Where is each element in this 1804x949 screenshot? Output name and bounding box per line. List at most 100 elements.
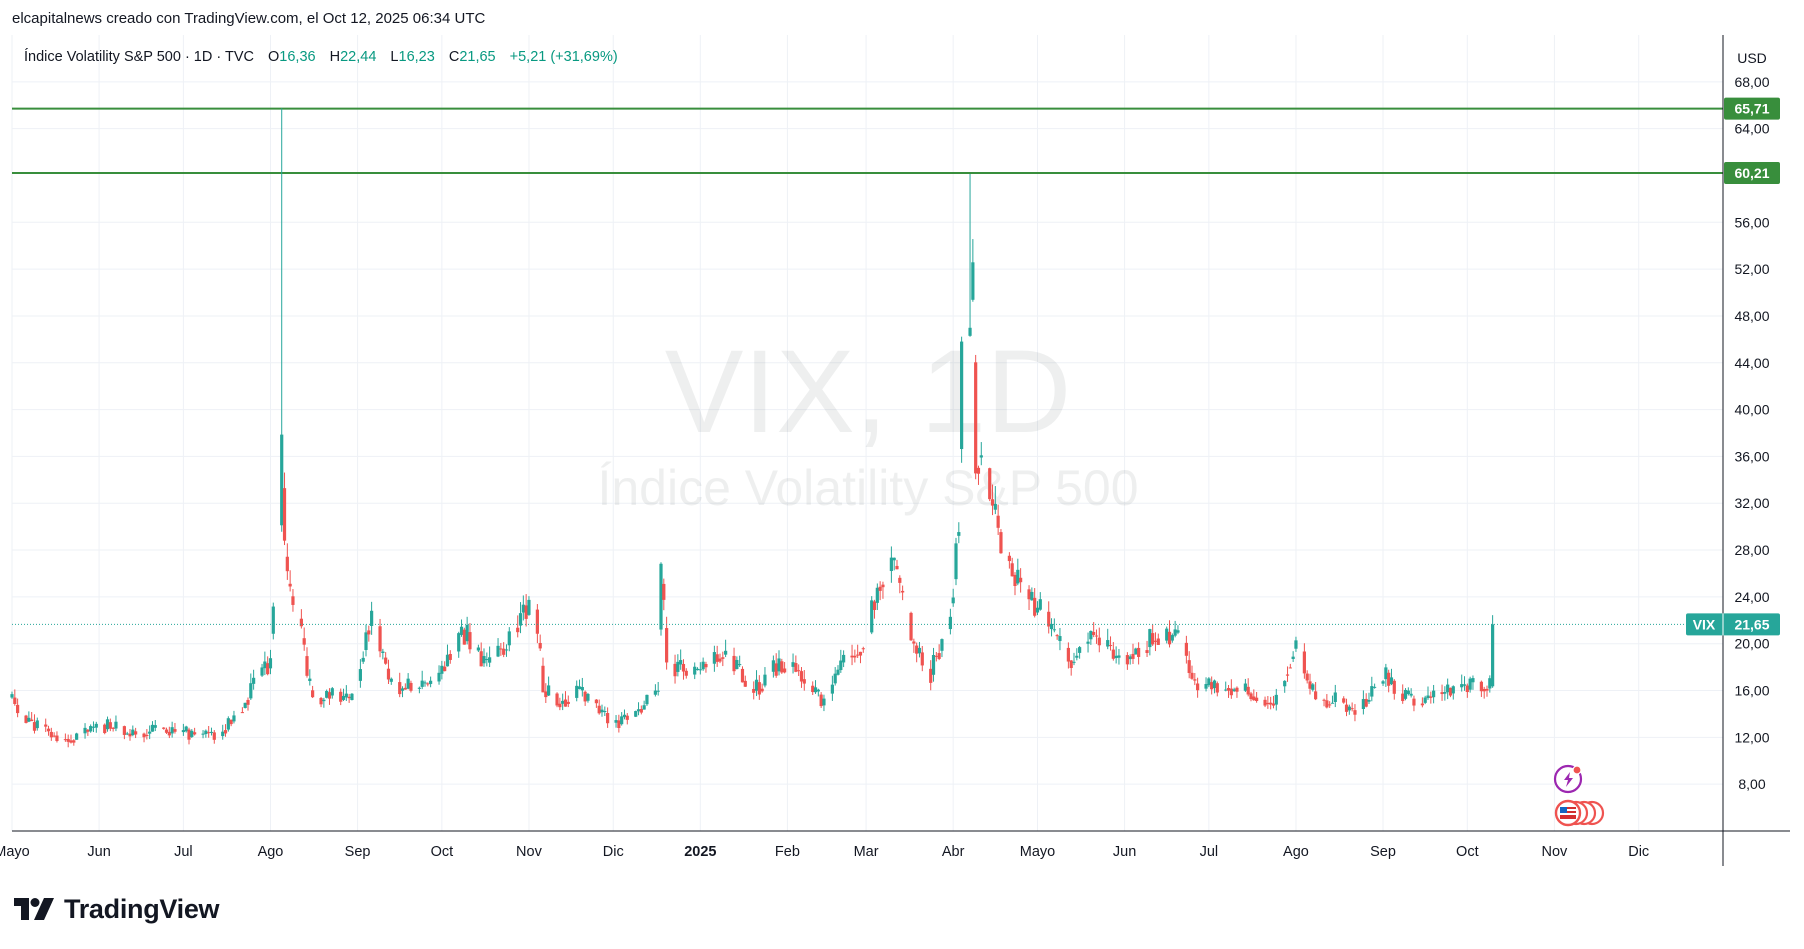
candle-body (344, 693, 348, 698)
candle-body (1075, 655, 1079, 658)
candle-body (443, 666, 447, 672)
candle (111, 726, 115, 732)
candle (1170, 633, 1174, 643)
candle-body (665, 628, 669, 663)
chart-svg[interactable]: VIX, 1D Índice Volatility S&P 500 USD 8,… (0, 0, 1804, 880)
candle (249, 673, 253, 700)
candle (715, 645, 719, 667)
candle-body (625, 715, 629, 720)
vix-chart[interactable]: VIX, 1D Índice Volatility S&P 500 USD 8,… (0, 0, 1804, 880)
candle-body (954, 543, 958, 580)
time-tick-label: Jun (87, 844, 110, 860)
price-tick-label: 36,00 (1734, 448, 1769, 464)
candle-body (282, 488, 287, 541)
candle (1392, 679, 1396, 700)
candle (695, 667, 700, 671)
candle (125, 731, 129, 736)
candle (754, 670, 759, 697)
candle (445, 644, 450, 667)
candle-body (760, 688, 764, 692)
price-tick-label: 52,00 (1734, 261, 1769, 277)
candle (620, 712, 624, 726)
candle (212, 730, 216, 744)
candle-body (125, 733, 129, 735)
candle (1409, 688, 1413, 698)
candle (853, 649, 857, 663)
candle (1204, 677, 1208, 692)
candle (339, 688, 343, 706)
candle (443, 661, 447, 672)
candle (662, 578, 666, 611)
candle (1314, 682, 1318, 701)
legend[interactable]: Índice Volatility S&P 500 · 1D · TVC O16… (24, 48, 618, 65)
candle (1328, 701, 1332, 708)
time-tick-label: Mayo (1020, 844, 1055, 860)
candle (858, 651, 863, 664)
candle (951, 588, 955, 607)
candle-body (892, 557, 896, 561)
candle (311, 685, 315, 699)
candle-body (1249, 693, 1253, 700)
legend-low: 16,23 (399, 49, 435, 65)
candle-body (606, 713, 610, 724)
candle-body (1460, 684, 1464, 688)
candle-body (302, 638, 306, 645)
candle-body (878, 586, 882, 591)
candle (875, 583, 879, 611)
candle (1367, 692, 1371, 704)
candle (173, 722, 177, 734)
candle (260, 663, 264, 677)
candle (44, 718, 48, 733)
candle-body (504, 649, 509, 651)
candle-body (971, 262, 975, 300)
candle-body (507, 631, 511, 646)
candle-body (1108, 645, 1113, 647)
candle-body (1412, 698, 1416, 706)
candle (1212, 679, 1217, 694)
candle-body (1342, 698, 1346, 703)
candle (1125, 652, 1129, 670)
candle (993, 486, 997, 515)
candle (822, 694, 826, 712)
candle-body (1308, 681, 1312, 689)
candle (516, 615, 520, 638)
candle-body (339, 691, 343, 702)
candle-body (299, 618, 303, 627)
candle (1291, 651, 1295, 662)
candle (46, 725, 51, 736)
candle (204, 729, 208, 738)
candle (10, 691, 14, 699)
economic-events-icon[interactable] (1554, 799, 1605, 827)
candle-body (35, 720, 39, 729)
candle-body (636, 709, 641, 712)
candle-body (732, 655, 736, 672)
currency-label[interactable]: USD (1737, 50, 1767, 66)
candle (1165, 626, 1169, 644)
candle (679, 649, 683, 670)
candle (1426, 686, 1430, 700)
candle (1047, 601, 1051, 634)
candle (1330, 695, 1335, 704)
candle (1342, 696, 1346, 704)
candle-body (940, 639, 944, 651)
candle-body (437, 672, 441, 682)
candle (1325, 694, 1329, 709)
candle-body (190, 730, 194, 737)
candle-body (1311, 684, 1315, 690)
candle (63, 733, 67, 742)
candle-body (325, 690, 329, 698)
candle-body (148, 731, 152, 734)
candle-body (1190, 672, 1194, 679)
candle (1069, 659, 1073, 676)
candle-body (704, 663, 708, 668)
candle (1190, 665, 1194, 680)
candle-body (162, 727, 166, 729)
candle (1361, 690, 1365, 715)
candle (280, 108, 284, 532)
candle (819, 692, 823, 708)
candle-body (1038, 599, 1042, 610)
lightning-icon[interactable] (1553, 764, 1583, 794)
legend-open: 16,36 (279, 49, 315, 65)
candle (305, 647, 309, 678)
candle-body (656, 690, 660, 692)
